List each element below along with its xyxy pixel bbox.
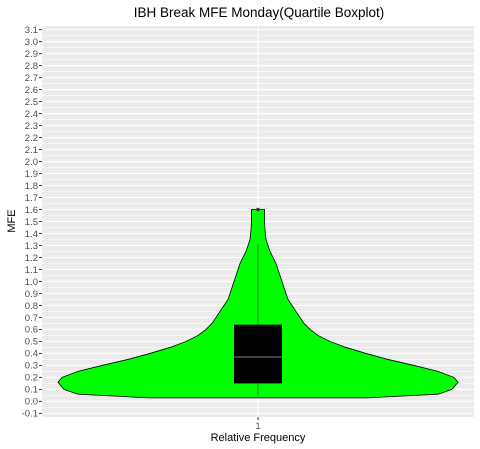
y-tick-label-13: 1.2 (25, 253, 38, 264)
x-tick-label-0: 1 (255, 421, 260, 432)
y-tick-label-1: 0.0 (25, 397, 38, 408)
y-tick-label-21: 2.0 (25, 157, 38, 168)
y-tick-label-25: 2.4 (25, 109, 38, 120)
y-tick-label-29: 2.8 (25, 61, 38, 72)
y-tick-label-3: 0.2 (25, 373, 38, 384)
y-tick-label-16: 1.5 (25, 217, 38, 228)
y-tick-label-18: 1.7 (25, 193, 38, 204)
chart-title: IBH Break MFE Monday(Quartile Boxplot) (134, 5, 385, 20)
y-tick-label-19: 1.8 (25, 181, 38, 192)
outlier-point-0 (256, 207, 260, 212)
y-tick-label-22: 2.1 (25, 145, 38, 156)
y-tick-label-4: 0.3 (25, 361, 38, 372)
y-tick-label-9: 0.8 (25, 301, 38, 312)
outliers (256, 207, 260, 212)
y-tick-label-15: 1.4 (25, 229, 38, 240)
y-tick-label-6: 0.5 (25, 337, 38, 348)
y-tick-label-2: 0.1 (25, 385, 38, 396)
y-tick-label-26: 2.5 (25, 97, 38, 108)
y-tick-label-23: 2.2 (25, 133, 38, 144)
y-tick-label-31: 3.0 (25, 37, 38, 48)
y-tick-label-14: 1.3 (25, 241, 38, 252)
y-tick-label-11: 1.0 (25, 277, 38, 288)
x-axis: 1 (255, 417, 261, 432)
y-tick-label-28: 2.7 (25, 73, 38, 84)
x-axis-title: Relative Frequency (211, 432, 306, 444)
y-tick-label-10: 0.9 (25, 289, 38, 300)
y-tick-label-8: 0.7 (25, 313, 38, 324)
y-tick-label-20: 1.9 (25, 169, 38, 180)
y-tick-label-30: 2.9 (25, 49, 38, 60)
y-tick-label-24: 2.3 (25, 121, 38, 132)
y-tick-label-0: -0.1 (22, 409, 38, 420)
y-tick-label-32: 3.1 (25, 25, 38, 36)
y-tick-label-7: 0.6 (25, 325, 38, 336)
y-axis: -0.10.00.10.20.30.40.50.60.70.80.91.01.1… (22, 25, 42, 420)
y-tick-label-17: 1.6 (25, 205, 38, 216)
boxplot-box (234, 324, 282, 384)
y-tick-label-5: 0.4 (25, 349, 38, 360)
y-axis-title: MFE (6, 209, 18, 232)
y-tick-label-27: 2.6 (25, 85, 38, 96)
y-tick-label-12: 1.1 (25, 265, 38, 276)
